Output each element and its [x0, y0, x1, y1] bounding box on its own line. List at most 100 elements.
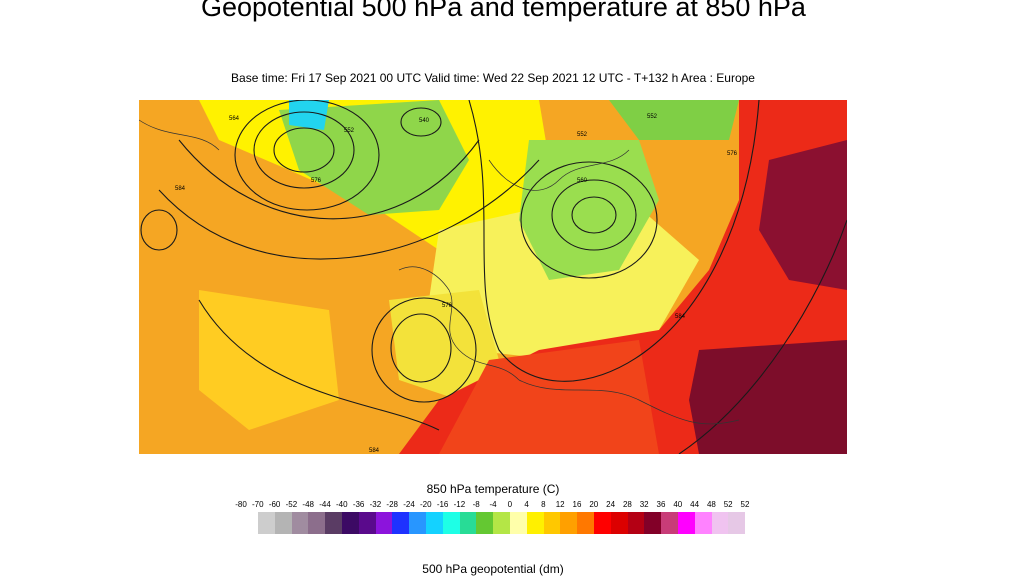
legend-color-swatch [728, 512, 746, 534]
legend-tick-label: 52 [723, 500, 733, 509]
legend-color-swatch [493, 512, 510, 534]
legend-color-swatch [442, 512, 460, 534]
run-info: Base time: Fri 17 Sep 2021 00 UTC Valid … [231, 71, 755, 85]
legend-tick-label: 24 [606, 500, 616, 509]
legend-tick-label: -80 [235, 500, 247, 509]
contour-low-atlantic-3 [234, 100, 380, 211]
legend-tick-label: -28 [386, 500, 398, 509]
legend-color-swatch [459, 512, 477, 534]
legend-tick-label: 36 [656, 500, 666, 509]
legend-tick-label: -36 [352, 500, 365, 509]
legend-tick-label: -16 [436, 500, 449, 509]
legend-tick-label: -12 [453, 500, 466, 509]
legend-color-swatch [308, 512, 326, 534]
legend-tick-label: 32 [639, 500, 649, 509]
legend-color-swatch [526, 512, 544, 534]
legend-color-swatch [543, 512, 561, 534]
legend-color-swatch [509, 512, 527, 534]
legend-tick-label: -52 [285, 500, 298, 509]
legend-tick-label: -70 [252, 500, 264, 509]
contour-label: 576 [727, 151, 738, 157]
contour-label: 552 [577, 132, 588, 138]
legend-color-swatch [593, 512, 611, 534]
legend-color-swatch [661, 512, 678, 534]
legend-color-swatch [341, 512, 359, 534]
contour-label: 552 [344, 128, 355, 134]
contour-high-west [140, 209, 178, 251]
legend-tick-label: -4 [489, 500, 497, 509]
legend-tick-label: 20 [589, 500, 599, 509]
legend-color-swatch [274, 512, 292, 534]
legend-color-swatch [375, 512, 393, 534]
contour-line-5 [678, 219, 847, 454]
geopotential-contours [140, 100, 847, 454]
legend-color-swatch [476, 512, 494, 534]
legend-tick-label: 0 [507, 500, 513, 509]
legend-color-swatch [258, 512, 275, 534]
coast-europe-west [398, 266, 520, 381]
contour-label: 564 [229, 116, 240, 122]
contour-label: 584 [675, 314, 686, 320]
temp-field-yellow-atlantic [199, 290, 339, 430]
legend-color-swatch [358, 512, 376, 534]
contour-low-atlantic-2 [253, 111, 355, 189]
legend-color-swatch [560, 512, 578, 534]
legend-color-swatch [425, 512, 443, 534]
contour-label: 584 [175, 186, 186, 192]
contour-low-north [400, 107, 442, 137]
legend-color-swatch [694, 512, 712, 534]
contour-low-baltic-2 [551, 179, 637, 251]
legend-tick-label: 48 [706, 500, 716, 509]
legend-tick-label: 12 [555, 500, 565, 509]
legend-color-swatch [325, 512, 342, 534]
contour-low-baltic-1 [571, 196, 617, 234]
temp-field-cold-core [289, 100, 329, 130]
contour-label: 584 [369, 448, 380, 454]
legend-tick-label: -8 [472, 500, 480, 509]
contour-label: 560 [577, 178, 588, 184]
temp-field-green-scandinavia [519, 140, 659, 280]
temp-field-red-mediterranean [439, 340, 659, 454]
contour-label: 552 [647, 114, 658, 120]
legend-tick-label: 16 [572, 500, 582, 509]
legend-tick-label: -20 [420, 500, 432, 509]
contour-low-atlantic-1 [273, 127, 335, 173]
legend-color-swatch [409, 512, 426, 534]
legend-tick-label: -24 [403, 500, 415, 509]
weather-map[interactable]: 564 552 576 584 560 576 584 552 540 576 … [139, 100, 847, 454]
contour-label: 576 [442, 303, 453, 309]
contour-low-iberia-1 [390, 313, 452, 383]
contour-labels: 564 552 576 584 560 576 584 552 540 576 … [175, 114, 738, 454]
legend-color-swatch [711, 512, 729, 534]
legend-tick-label: 28 [622, 500, 632, 509]
legend-tick-label: 44 [690, 500, 700, 509]
legend-tick-label: -40 [336, 500, 348, 509]
legend-color-swatch [677, 512, 695, 534]
legend-color-swatch [577, 512, 594, 534]
contour-label: 540 [419, 118, 430, 124]
contour-line-4 [198, 299, 440, 431]
legend-color-swatch [291, 512, 309, 534]
legend-tick-label: -60 [268, 500, 281, 509]
legend-tick-label: 40 [673, 500, 683, 509]
map-canvas: 564 552 576 584 560 576 584 552 540 576 … [139, 100, 847, 454]
legend-tick-label: 8 [541, 500, 546, 509]
temp-field-yellow-iberia [389, 290, 499, 400]
temperature-legend-title: 850 hPa temperature (C) [426, 482, 560, 496]
temp-field-maroon-russia [759, 140, 847, 290]
geopotential-legend-title: 500 hPa geopotential (dm) [422, 562, 564, 576]
contour-line-2 [158, 159, 540, 260]
legend-tick-label: -48 [302, 500, 314, 509]
legend-color-swatch [610, 512, 628, 534]
coast-scandinavia [488, 149, 630, 191]
legend-tick-label: 4 [524, 500, 529, 509]
coast-mediterranean [518, 379, 740, 425]
legend-color-swatch [644, 512, 662, 534]
contour-line-3 [468, 100, 760, 382]
contour-low-baltic-3 [520, 161, 658, 279]
temp-field-green-atlantic [279, 100, 469, 215]
temp-field-maroon-middle-east [689, 340, 847, 454]
legend-tick-label: 52 [740, 500, 750, 509]
page-title: Geopotential 500 hPa and temperature at … [201, 0, 806, 22]
contour-label: 576 [311, 178, 322, 184]
